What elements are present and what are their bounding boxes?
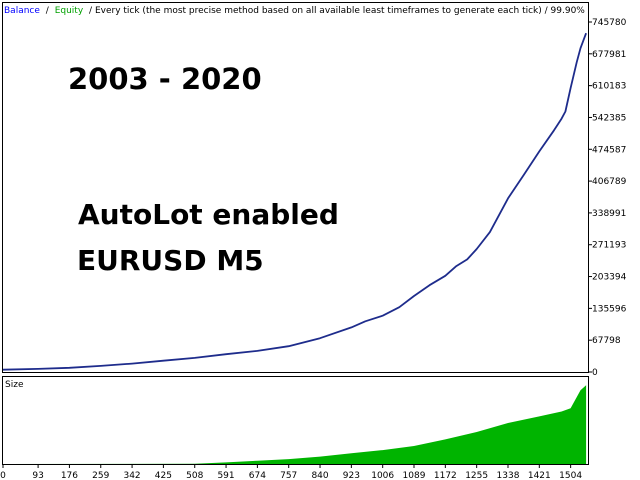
x-tick-label: 1089 xyxy=(403,471,426,480)
x-tick-label: 259 xyxy=(92,471,109,480)
y-tick-label: 745780 xyxy=(592,18,627,28)
chart-header: Balance / Equity / Every tick (the most … xyxy=(4,6,585,16)
x-tick-label: 1421 xyxy=(528,471,551,480)
autolot-annotation: AutoLot enabled xyxy=(78,198,339,231)
x-tick-label: 840 xyxy=(311,471,328,480)
y-tick-label: 474587 xyxy=(592,145,626,155)
y-tick-label: 0 xyxy=(592,368,598,378)
y-tick-label: 135596 xyxy=(592,304,627,314)
y-tick-label: 542385 xyxy=(592,113,626,123)
equity-legend: Equity xyxy=(55,6,84,16)
x-tick-label: 93 xyxy=(32,471,43,480)
balance-series xyxy=(2,32,587,371)
balance-panel-frame xyxy=(2,2,589,373)
instrument-annotation: EURUSD M5 xyxy=(77,244,264,277)
balance-legend: Balance xyxy=(4,6,40,16)
size-area xyxy=(3,385,587,464)
x-tick-label: 342 xyxy=(123,471,140,480)
x-tick-label: 425 xyxy=(155,471,172,480)
y-tick-label: 67798 xyxy=(592,336,621,346)
x-tick-label: 591 xyxy=(217,471,234,480)
period-annotation: 2003 - 2020 xyxy=(68,62,262,96)
legend-separator: / xyxy=(46,6,50,16)
size-panel-label: Size xyxy=(5,380,24,390)
x-tick-label: 1504 xyxy=(559,471,582,480)
x-tick-label: 1172 xyxy=(434,471,457,480)
y-tick-label: 406789 xyxy=(592,177,627,187)
balance-line xyxy=(2,32,587,371)
x-tick-label: 757 xyxy=(280,471,297,480)
x-tick-label: 508 xyxy=(186,471,203,480)
y-tick-label: 338991 xyxy=(592,209,626,219)
y-tick-label: 610183 xyxy=(592,82,626,92)
x-tick-label: 1338 xyxy=(497,471,520,480)
x-axis: 0 93 176 259 342 425 508 591 674 757 840 923 1006 108… xyxy=(0,464,582,480)
size-series xyxy=(3,385,587,464)
x-tick-label: 1006 xyxy=(371,471,394,480)
y-tick-label: 677981 xyxy=(592,50,626,60)
x-tick-label: 674 xyxy=(249,471,266,480)
x-tick-label: 176 xyxy=(61,471,78,480)
x-tick-label: 923 xyxy=(343,471,360,480)
x-tick-label: 0 xyxy=(0,471,6,480)
y-tick-label: 271193 xyxy=(592,241,626,251)
x-tick-label: 1255 xyxy=(465,471,488,480)
y-axis: 745780 677981 610183 542385 474587 406789 3389… xyxy=(588,18,627,378)
test-description: / Every tick (the most precise method ba… xyxy=(89,6,585,16)
y-tick-label: 203394 xyxy=(592,273,627,283)
